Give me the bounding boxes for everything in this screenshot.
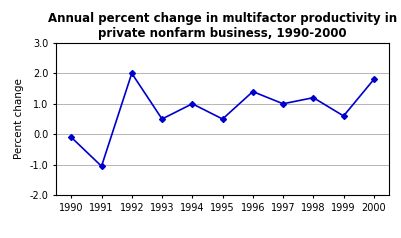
Y-axis label: Percent change: Percent change [14, 79, 24, 159]
Title: Annual percent change in multifactor productivity in
private nonfarm business, 1: Annual percent change in multifactor pro… [48, 12, 397, 40]
